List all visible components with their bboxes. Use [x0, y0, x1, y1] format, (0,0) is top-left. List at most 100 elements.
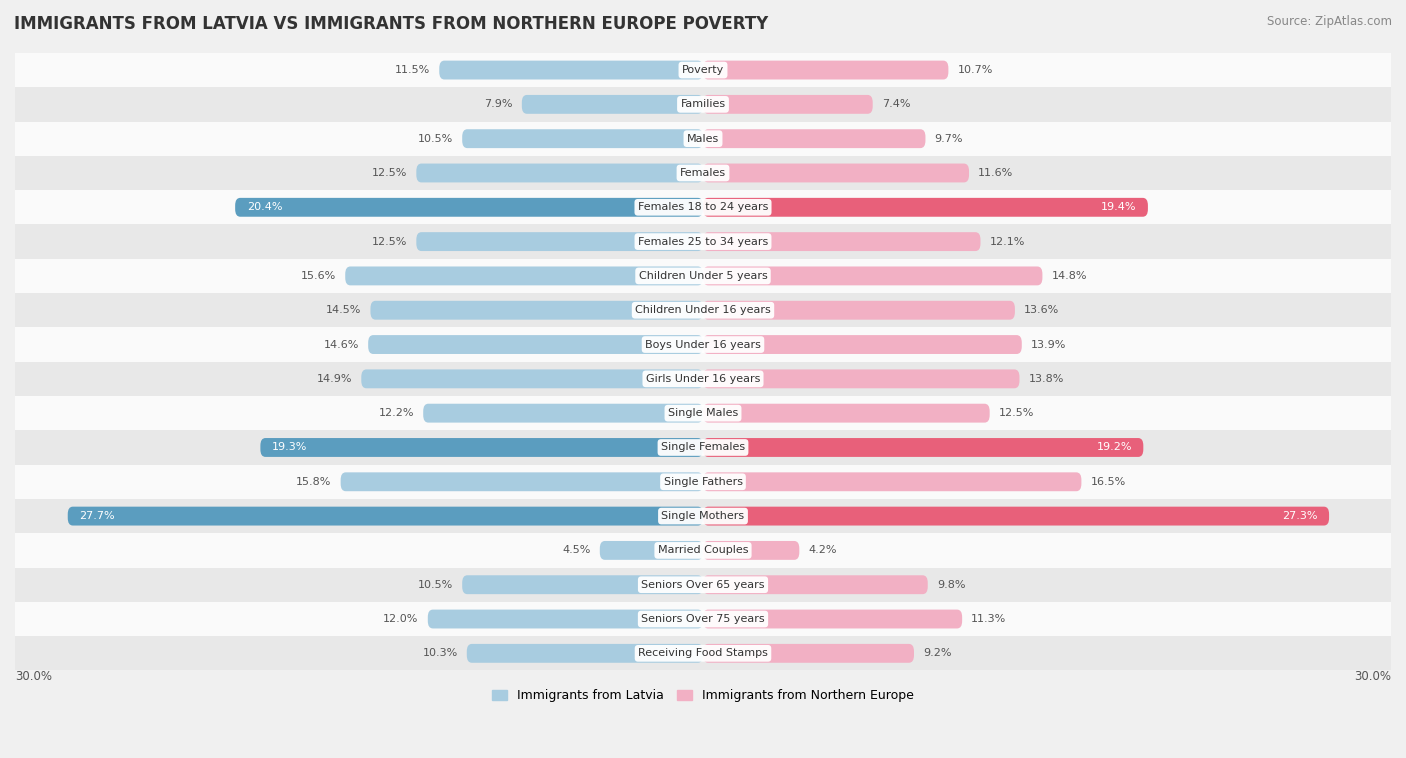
FancyBboxPatch shape	[703, 609, 962, 628]
Bar	[15, 87, 1391, 121]
Bar	[15, 121, 1391, 156]
Text: 10.3%: 10.3%	[422, 648, 457, 659]
FancyBboxPatch shape	[703, 301, 1015, 320]
FancyBboxPatch shape	[439, 61, 703, 80]
Bar	[15, 636, 1391, 671]
Bar	[15, 396, 1391, 431]
Text: 10.5%: 10.5%	[418, 580, 453, 590]
Text: 9.2%: 9.2%	[924, 648, 952, 659]
Text: Single Mothers: Single Mothers	[661, 511, 745, 521]
Text: Single Males: Single Males	[668, 408, 738, 418]
Text: 27.3%: 27.3%	[1282, 511, 1317, 521]
Text: 19.4%: 19.4%	[1101, 202, 1136, 212]
Text: 9.8%: 9.8%	[936, 580, 966, 590]
Text: 14.8%: 14.8%	[1052, 271, 1087, 281]
Text: 12.5%: 12.5%	[371, 236, 408, 246]
Text: 14.5%: 14.5%	[326, 305, 361, 315]
Text: Single Females: Single Females	[661, 443, 745, 453]
Bar	[15, 258, 1391, 293]
Text: 30.0%: 30.0%	[15, 671, 52, 684]
FancyBboxPatch shape	[703, 541, 800, 560]
FancyBboxPatch shape	[427, 609, 703, 628]
Text: 7.4%: 7.4%	[882, 99, 910, 109]
Bar	[15, 53, 1391, 87]
FancyBboxPatch shape	[67, 506, 703, 525]
Text: Girls Under 16 years: Girls Under 16 years	[645, 374, 761, 384]
FancyBboxPatch shape	[370, 301, 703, 320]
Text: Families: Families	[681, 99, 725, 109]
FancyBboxPatch shape	[235, 198, 703, 217]
FancyBboxPatch shape	[423, 404, 703, 423]
Text: Married Couples: Married Couples	[658, 546, 748, 556]
Text: 12.5%: 12.5%	[998, 408, 1035, 418]
FancyBboxPatch shape	[703, 438, 1143, 457]
Bar	[15, 465, 1391, 499]
FancyBboxPatch shape	[703, 61, 949, 80]
Text: Females: Females	[681, 168, 725, 178]
Bar	[15, 431, 1391, 465]
FancyBboxPatch shape	[463, 575, 703, 594]
Text: Boys Under 16 years: Boys Under 16 years	[645, 340, 761, 349]
Text: 10.5%: 10.5%	[418, 133, 453, 144]
FancyBboxPatch shape	[703, 164, 969, 183]
FancyBboxPatch shape	[703, 472, 1081, 491]
Text: 11.6%: 11.6%	[979, 168, 1014, 178]
Bar	[15, 602, 1391, 636]
FancyBboxPatch shape	[522, 95, 703, 114]
FancyBboxPatch shape	[463, 130, 703, 148]
Text: Poverty: Poverty	[682, 65, 724, 75]
Text: Children Under 5 years: Children Under 5 years	[638, 271, 768, 281]
Text: IMMIGRANTS FROM LATVIA VS IMMIGRANTS FROM NORTHERN EUROPE POVERTY: IMMIGRANTS FROM LATVIA VS IMMIGRANTS FRO…	[14, 15, 768, 33]
FancyBboxPatch shape	[600, 541, 703, 560]
FancyBboxPatch shape	[703, 130, 925, 148]
Text: Single Fathers: Single Fathers	[664, 477, 742, 487]
Bar	[15, 190, 1391, 224]
Bar	[15, 327, 1391, 362]
FancyBboxPatch shape	[416, 232, 703, 251]
Text: 15.6%: 15.6%	[301, 271, 336, 281]
FancyBboxPatch shape	[703, 267, 1042, 285]
Text: 9.7%: 9.7%	[935, 133, 963, 144]
Text: Children Under 16 years: Children Under 16 years	[636, 305, 770, 315]
Text: Seniors Over 65 years: Seniors Over 65 years	[641, 580, 765, 590]
Text: Receiving Food Stamps: Receiving Food Stamps	[638, 648, 768, 659]
Text: 14.9%: 14.9%	[316, 374, 352, 384]
Text: Females 25 to 34 years: Females 25 to 34 years	[638, 236, 768, 246]
FancyBboxPatch shape	[416, 164, 703, 183]
Legend: Immigrants from Latvia, Immigrants from Northern Europe: Immigrants from Latvia, Immigrants from …	[488, 684, 918, 707]
FancyBboxPatch shape	[340, 472, 703, 491]
FancyBboxPatch shape	[260, 438, 703, 457]
FancyBboxPatch shape	[703, 95, 873, 114]
Text: 19.2%: 19.2%	[1097, 443, 1132, 453]
Text: 13.9%: 13.9%	[1031, 340, 1066, 349]
Bar	[15, 499, 1391, 533]
Bar	[15, 362, 1391, 396]
Bar	[15, 224, 1391, 258]
Text: 13.6%: 13.6%	[1024, 305, 1059, 315]
Bar	[15, 568, 1391, 602]
Text: 19.3%: 19.3%	[271, 443, 308, 453]
Text: Males: Males	[688, 133, 718, 144]
Text: 12.2%: 12.2%	[378, 408, 413, 418]
Text: 11.3%: 11.3%	[972, 614, 1007, 624]
Text: 27.7%: 27.7%	[79, 511, 115, 521]
FancyBboxPatch shape	[346, 267, 703, 285]
FancyBboxPatch shape	[703, 404, 990, 423]
Text: 4.5%: 4.5%	[562, 546, 591, 556]
Text: Source: ZipAtlas.com: Source: ZipAtlas.com	[1267, 15, 1392, 28]
Text: 12.0%: 12.0%	[384, 614, 419, 624]
FancyBboxPatch shape	[703, 335, 1022, 354]
Bar	[15, 293, 1391, 327]
Text: 13.8%: 13.8%	[1029, 374, 1064, 384]
FancyBboxPatch shape	[703, 198, 1147, 217]
FancyBboxPatch shape	[703, 644, 914, 662]
Text: 15.8%: 15.8%	[297, 477, 332, 487]
Text: 7.9%: 7.9%	[484, 99, 513, 109]
Text: 12.1%: 12.1%	[990, 236, 1025, 246]
FancyBboxPatch shape	[703, 575, 928, 594]
FancyBboxPatch shape	[361, 369, 703, 388]
Bar	[15, 533, 1391, 568]
Text: 16.5%: 16.5%	[1091, 477, 1126, 487]
Text: 10.7%: 10.7%	[957, 65, 993, 75]
FancyBboxPatch shape	[368, 335, 703, 354]
